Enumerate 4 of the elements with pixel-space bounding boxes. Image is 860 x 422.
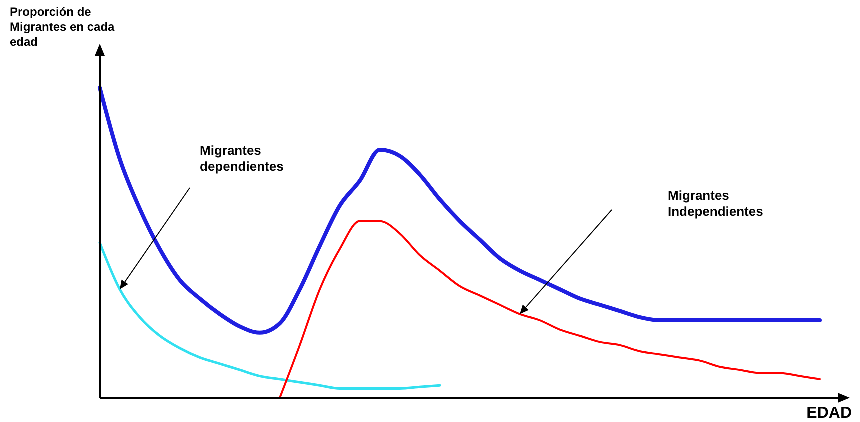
x-axis-title: EDAD — [806, 405, 852, 422]
y-axis-title: Proporción de Migrantes en cada edad — [10, 5, 116, 49]
annotation: Migrantes dependientes — [200, 143, 284, 174]
annotation: Migrantes Independientes — [668, 188, 764, 219]
